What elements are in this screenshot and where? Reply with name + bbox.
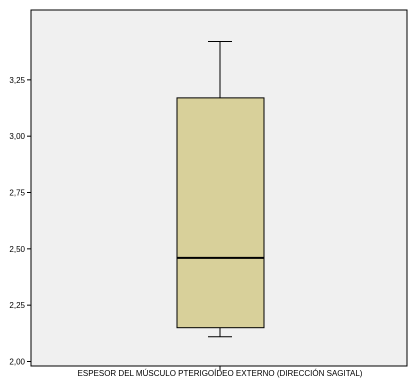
y-tick-label: 2,25 xyxy=(9,301,25,310)
y-tick-label: 2,00 xyxy=(9,357,25,366)
y-tick-label: 2,50 xyxy=(9,245,25,254)
y-tick-label: 3,00 xyxy=(9,132,25,141)
boxplot xyxy=(176,41,265,338)
y-tick-label: 2,75 xyxy=(9,189,25,198)
y-axis: 2,00 2,25 2,50 2,75 3,00 3,25 xyxy=(9,76,221,370)
box-iqr xyxy=(176,97,265,329)
y-tick-label: 3,25 xyxy=(9,76,25,85)
x-axis-label: ESPESOR DEL MÚSCULO PTERIGOÍDEO EXTERNO … xyxy=(78,369,363,378)
